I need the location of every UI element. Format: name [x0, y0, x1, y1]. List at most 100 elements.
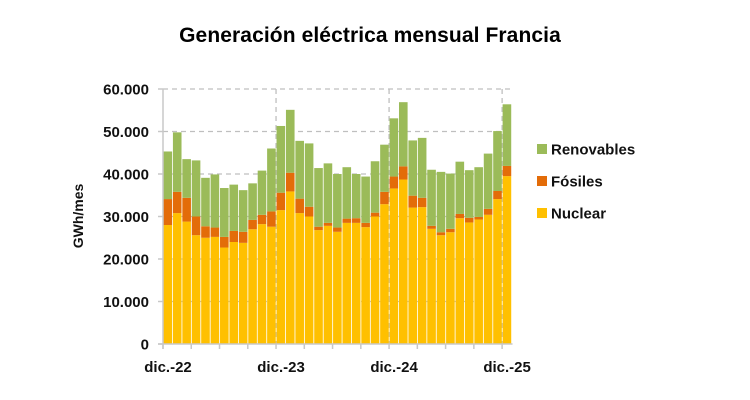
bar-nuclear-nov-25: Nuclear nov.-25: 34100 — [493, 199, 502, 344]
legend-swatch — [537, 176, 547, 186]
bar-renovables-nov-25: Renovables nov.-25: 14100 — [493, 131, 502, 191]
bar-fosiles-nov-24: Fósiles nov.-24: 2900 — [380, 191, 389, 205]
bar-renovables-dic-24: Renovables dic.-24: 13700 — [389, 118, 399, 177]
bar-fosiles-may-23: Fósiles may.-23: 2200 — [210, 227, 220, 237]
bar-nuclear-jun-24: Nuclear jun.-24: 26400 — [333, 231, 342, 344]
bar-nuclear-abr-24: Nuclear abr.-24: 26800 — [314, 230, 323, 344]
bar-fosiles-ago-24: Fósiles ago.-24: 1100 — [351, 218, 361, 223]
bar-fosiles-mar-24: Fósiles mar.-24: 2300 — [304, 206, 314, 217]
bar-fosiles-jul-24: Fósiles jul.-24: 1000 — [342, 218, 352, 223]
bar-nuclear-feb-24: Nuclear feb.-24: 30800 — [295, 213, 304, 344]
legend-item-renovables: Renovables — [537, 142, 635, 159]
bar-renovables-abr-24: Renovables abr.-24: 13800 — [314, 168, 323, 227]
bar-renovables-sep-25: Renovables sep.-25: 11700 — [474, 167, 483, 217]
bar-fosiles-ago-23: Fósiles ago.-23: 2600 — [238, 231, 248, 243]
bar-fosiles-sep-23: Fósiles sep.-23: 2200 — [248, 219, 257, 230]
bar-renovables-mar-23: Renovables mar.-23: 13200 — [191, 160, 201, 217]
y-tick-label: 50.000 — [103, 124, 149, 141]
y-axis-title: GWh/mes — [70, 184, 86, 249]
bar-renovables-sep-24: Renovables sep.-24: 10900 — [361, 176, 370, 223]
axes — [158, 89, 513, 349]
bar-fosiles-abr-23: Fósiles abr.-23: 2700 — [201, 226, 210, 238]
bar-nuclear-oct-24: Nuclear oct.-24: 30000 — [370, 216, 380, 344]
bar-renovables-ago-25: Renovables ago.-25: 11200 — [464, 170, 474, 218]
bar-nuclear-nov-24: Nuclear nov.-24: 32900 — [380, 204, 389, 344]
bar-nuclear-may-25: Nuclear may.-25: 25600 — [436, 235, 446, 344]
y-tick-label: 10.000 — [103, 294, 149, 311]
bar-fosiles-may-24: Fósiles may.-24: 700 — [323, 222, 333, 226]
bar-renovables-may-24: Renovables may.-24: 14000 — [323, 163, 333, 223]
bar-fosiles-jul-25: Fósiles jul.-25: 1000 — [455, 213, 465, 219]
bar-nuclear-may-24: Nuclear may.-24: 27800 — [323, 225, 333, 344]
bar-renovables-abr-25: Renovables abr.-25: 13200 — [427, 169, 436, 226]
bar-fosiles-mar-23: Fósiles mar.-23: 4400 — [191, 216, 201, 236]
bar-nuclear-nov-23: Nuclear nov.-23: 27600 — [267, 226, 276, 344]
bar-fosiles-abr-25: Fósiles abr.-25: 700 — [427, 225, 436, 229]
bar-nuclear-sep-24: Nuclear sep.-24: 27500 — [361, 227, 370, 344]
bar-renovables-feb-25: Renovables feb.-25: 13000 — [408, 140, 418, 196]
legend-item-fosiles: Fósiles — [537, 174, 603, 191]
bar-nuclear-dic-22: Nuclear dic.-22: 28000 — [163, 225, 173, 344]
bar-nuclear-abr-23: Nuclear abr.-23: 25000 — [201, 237, 210, 344]
legend: Renovables Fósiles Nuclear — [537, 142, 635, 223]
bar-nuclear-oct-25: Nuclear oct.-25: 30400 — [483, 214, 493, 344]
bar-nuclear-dic-23: Nuclear dic.-23: 31500 — [276, 210, 286, 344]
legend-label: Nuclear — [551, 206, 606, 223]
bar-renovables-abr-23: Renovables abr.-23: 11400 — [201, 177, 210, 227]
bar-renovables-jun-23: Renovables jun.-23: 11500 — [220, 188, 229, 237]
bar-renovables-jul-24: Renovables jul.-24: 12100 — [342, 167, 352, 219]
bar-fosiles-dic-25: Fósiles dic.-25: 2400 — [502, 165, 512, 177]
bar-fosiles-jun-24: Fósiles jun.-24: 1000 — [333, 227, 342, 232]
bar-renovables-ene-25: Renovables ene.-25: 15100 — [399, 102, 408, 167]
chart-title: Generación eléctrica mensual Francia — [179, 24, 561, 47]
y-tick-label: 60.000 — [103, 82, 149, 99]
bar-nuclear-ago-25: Nuclear ago.-25: 28600 — [464, 222, 474, 344]
bar-nuclear-ago-23: Nuclear ago.-23: 23800 — [238, 242, 248, 344]
bar-nuclear-feb-23: Nuclear feb.-23: 28800 — [182, 221, 191, 344]
bar-renovables-ago-23: Renovables ago.-23: 9800 — [238, 190, 248, 232]
bar-renovables-jul-23: Renovables jul.-23: 10900 — [229, 184, 239, 231]
bar-nuclear-jul-23: Nuclear jul.-23: 24000 — [229, 242, 239, 344]
x-tick-label: dic.-25 — [483, 359, 531, 376]
bar-renovables-mar-24: Renovables mar.-24: 14900 — [304, 143, 314, 207]
bar-nuclear-jul-24: Nuclear jul.-24: 28500 — [342, 222, 352, 344]
bar-renovables-oct-24: Renovables oct.-24: 12100 — [370, 161, 380, 213]
bar-renovables-ene-24: Renovables ene.-24: 14800 — [285, 109, 295, 173]
x-axis-ticks: dic.-22 dic.-23 dic.-24 dic.-25 — [144, 344, 531, 376]
bar-fosiles-may-25: Fósiles may.-25: 700 — [436, 232, 446, 236]
legend-label: Renovables — [551, 142, 635, 159]
y-tick-label: 0 — [141, 337, 149, 354]
bar-fosiles-jul-23: Fósiles jul.-23: 2600 — [229, 230, 239, 242]
bar-nuclear-sep-23: Nuclear sep.-23: 27000 — [248, 229, 257, 344]
bar-fosiles-abr-24: Fósiles abr.-24: 800 — [314, 226, 323, 231]
bar-fosiles-ene-23: Fósiles ene.-23: 5000 — [172, 191, 182, 214]
x-tick-label: dic.-22 — [144, 359, 192, 376]
bars: Nuclear dic.-22: 28000Fósiles dic.-22: 6… — [163, 102, 512, 344]
bar-renovables-dic-22: Renovables dic.-22: 11200 — [163, 151, 173, 200]
bar-fosiles-ago-25: Fósiles ago.-25: 1100 — [464, 217, 474, 223]
bar-renovables-oct-23: Renovables oct.-23: 10400 — [257, 170, 267, 215]
bar-nuclear-mar-23: Nuclear mar.-23: 25600 — [191, 235, 201, 344]
bar-nuclear-ene-25: Nuclear ene.-25: 38700 — [399, 179, 408, 344]
legend-swatch — [537, 144, 547, 154]
bar-fosiles-ene-25: Fósiles ene.-25: 3100 — [399, 166, 408, 180]
bar-fosiles-dic-23: Fósiles dic.-23: 4100 — [276, 192, 286, 211]
bar-fosiles-feb-23: Fósiles feb.-23: 5600 — [182, 197, 191, 222]
legend-item-nuclear: Nuclear — [537, 206, 606, 223]
bar-renovables-oct-25: Renovables oct.-25: 13000 — [483, 153, 493, 209]
bar-fosiles-mar-25: Fósiles mar.-25: 2200 — [417, 197, 427, 208]
bar-nuclear-dic-24: Nuclear dic.-24: 36600 — [389, 188, 399, 344]
bar-renovables-dic-25: Renovables dic.-25: 14500 — [502, 104, 512, 166]
bar-renovables-jun-25: Renovables jun.-25: 13000 — [446, 173, 455, 229]
y-tick-label: 30.000 — [103, 209, 149, 226]
bar-nuclear-mar-25: Nuclear mar.-25: 32200 — [417, 207, 427, 344]
bar-fosiles-dic-24: Fósiles dic.-24: 2800 — [389, 176, 399, 189]
bar-renovables-feb-24: Renovables feb.-24: 13600 — [295, 140, 304, 199]
bar-renovables-jun-24: Renovables jun.-24: 12600 — [333, 174, 342, 228]
y-tick-label: 40.000 — [103, 167, 149, 184]
bar-renovables-nov-23: Renovables nov.-23: 14800 — [267, 148, 276, 212]
legend-swatch — [537, 208, 547, 218]
x-tick-label: dic.-24 — [370, 359, 418, 376]
bar-nuclear-oct-23: Nuclear oct.-23: 28200 — [257, 224, 267, 344]
bar-fosiles-nov-25: Fósiles nov.-25: 1900 — [493, 191, 502, 200]
